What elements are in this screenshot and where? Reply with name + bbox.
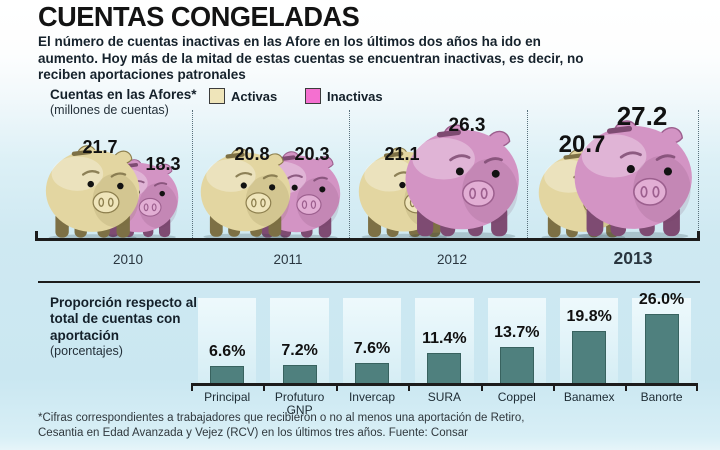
bar-coppel: [499, 347, 534, 384]
bar-column-coppel: 13.7% Coppel: [481, 270, 553, 404]
value-inactivas-2011: 20.3: [294, 144, 330, 164]
bar-profuturo-gnp: [282, 364, 317, 384]
bar-category-label: Coppel: [497, 390, 536, 404]
value-inactivas-2010: 18.3: [145, 154, 181, 174]
axis-tick: [480, 383, 483, 391]
activas-swatch-icon: [209, 88, 225, 104]
bar-banamex: [572, 330, 607, 384]
axis-tick: [263, 383, 266, 391]
infographic-subtitle: El número de cuentas inactivas en las Af…: [38, 34, 584, 83]
axis-tick: [697, 231, 700, 239]
afores-chart-heading: Cuentas en las Afores*: [50, 87, 197, 102]
proportion-chart-label: Proporción respecto al total de cuentas …: [50, 295, 220, 359]
value-activas-2011: 20.8: [234, 144, 270, 164]
legend-activas-label: Activas: [231, 88, 278, 104]
piggy-bank-activas-2010: [45, 145, 140, 240]
bar-column-invercap: 7.6% Invercap: [336, 270, 408, 404]
bar-category-label: Profuturo GNP: [274, 390, 325, 418]
value-inactivas-2013: 27.2: [616, 101, 668, 131]
bar-sura: [427, 353, 462, 384]
bar-category-label: SURA: [427, 390, 462, 404]
axis-tick: [35, 231, 38, 239]
year-label-2010: 2010: [112, 252, 144, 267]
bar-column-principal: 6.6% Principal: [191, 270, 263, 404]
year-label-2011: 2011: [273, 252, 303, 267]
axis-tick: [696, 383, 698, 391]
legend-item-activas: Activas: [209, 88, 277, 104]
year-label-2012: 2012: [436, 252, 468, 267]
bar-value-label: 7.2%: [281, 341, 318, 359]
proportion-chart-heading: Proporción respecto al total de cuentas …: [50, 295, 198, 343]
axis-tick: [625, 383, 628, 391]
dotted-separator: [698, 110, 699, 240]
pig-axis-baseline: [35, 238, 700, 241]
inactivas-swatch-icon: [305, 88, 321, 104]
bar-column-sura: 11.4% SURA: [408, 270, 480, 404]
year-label-2013: 2013: [613, 248, 653, 268]
bar-category-label: Banorte: [640, 390, 683, 404]
value-inactivas-2012: 26.3: [448, 115, 486, 136]
legend-item-inactivas: Inactivas: [305, 88, 383, 104]
page-title: CUENTAS CONGELADAS: [38, 1, 360, 32]
value-activas-2010: 21.7: [82, 137, 118, 157]
bar-banorte: [644, 313, 679, 384]
bar-category-label: Invercap: [348, 390, 395, 404]
bar-column-banamex: 19.8% Banamex: [553, 270, 625, 404]
bar-value-label: 19.8%: [566, 307, 612, 325]
bar-value-label: 11.4%: [422, 330, 467, 348]
bar-value-label: 6.6%: [208, 343, 246, 361]
bar-value-label: 7.6%: [353, 340, 391, 358]
dotted-separator: [349, 110, 350, 240]
bar-category-label: Principal: [204, 390, 251, 404]
legend-inactivas-label: Inactivas: [327, 88, 383, 104]
bar-category-label: Banamex: [563, 390, 615, 404]
bar-axis-baseline: [191, 383, 698, 386]
section-divider-line: [38, 281, 700, 283]
value-activas-2013: 20.7: [558, 131, 606, 158]
value-activas-2012: 21.1: [384, 144, 420, 164]
bar-column-banorte: 26.0% Banorte: [625, 270, 697, 404]
axis-tick: [408, 383, 411, 391]
piggy-bank-inactivas-2012: [405, 125, 519, 240]
axis-tick: [335, 383, 338, 391]
proportion-chart-subheading: (porcentajes): [50, 344, 123, 359]
afores-chart-subheading: (millones de cuentas): [50, 103, 169, 117]
bar-invercap: [354, 363, 389, 384]
dotted-separator: [527, 110, 528, 240]
bar-principal: [210, 366, 245, 384]
footnote-text: *Cifras correspondientes a trabajadores …: [38, 412, 525, 440]
dotted-separator: [192, 110, 193, 240]
axis-tick: [191, 383, 193, 391]
bar-value-label: 13.7%: [494, 324, 540, 342]
bar-column-profuturo-gnp: 7.2% Profuturo GNP: [263, 270, 335, 417]
bar-value-label: 26.0%: [638, 290, 685, 308]
axis-tick: [553, 383, 555, 391]
